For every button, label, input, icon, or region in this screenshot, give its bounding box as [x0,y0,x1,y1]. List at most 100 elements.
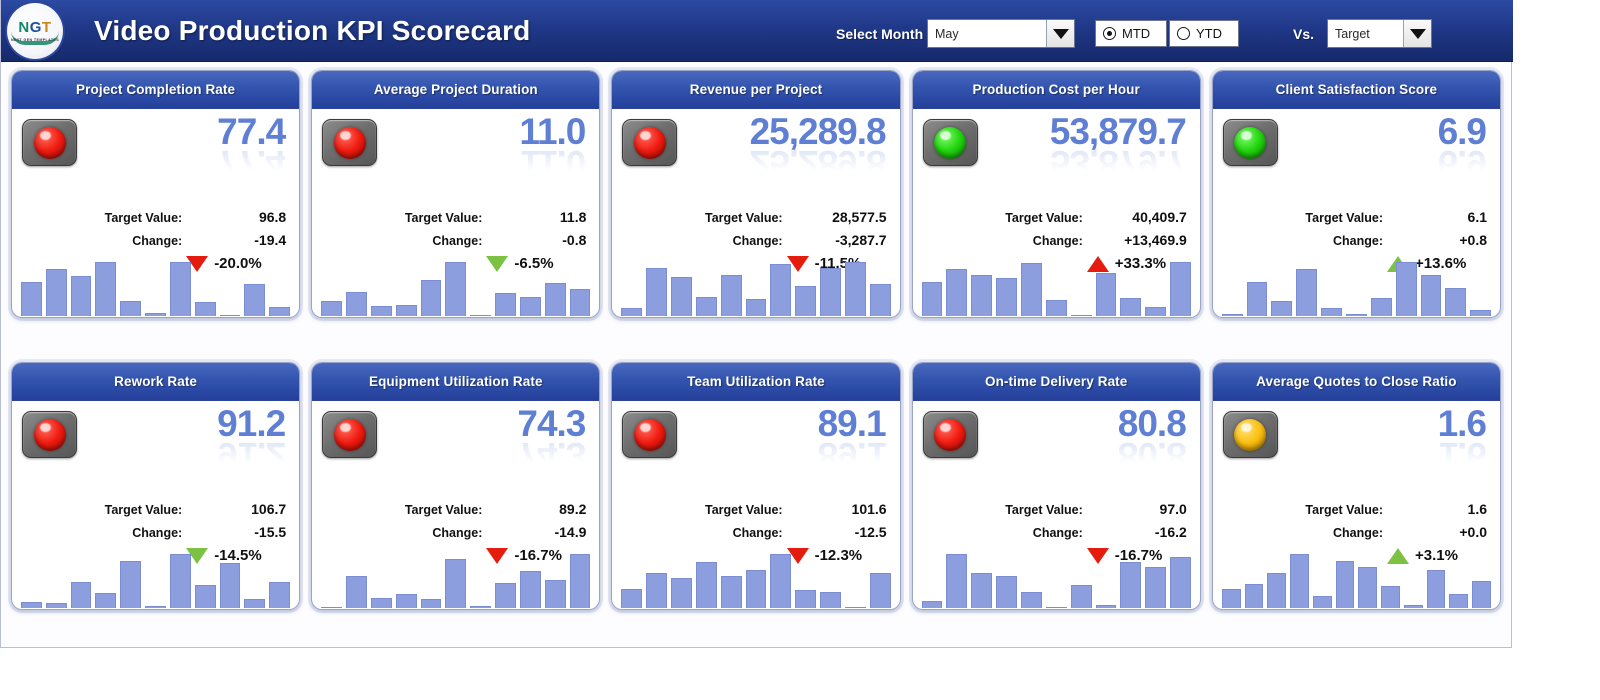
change-label: Change: [1032,234,1083,248]
kpi-card-body: 91.2 91.2 Target Value: 106.7 Change: -15.5 -1… [12,401,299,609]
sparkline-bar [621,589,643,608]
kpi-card[interactable]: Rework Rate 91.2 91.2 Target Value: 106.7 Cha… [11,362,301,610]
sparkline-bar [1267,573,1287,608]
dashboard-frame: NGT NEXT GEN TEMPLATES Video Production … [0,0,1512,648]
kpi-card-title: Client Satisfaction Score [1275,82,1438,97]
period-radio-ytd[interactable]: YTD [1169,20,1239,47]
kpi-card[interactable]: Average Quotes to Close Ratio 1.6 1.6 Targe… [1211,362,1501,610]
status-light-red-icon [922,411,978,458]
sparkline-bar [519,571,541,608]
kpi-metric-rows: Target Value: 6.1 Change: +0.8 +13.6% [1213,209,1487,272]
sparkline-bar [720,275,742,316]
sparkline-bar [244,599,266,608]
sparkline-chart [321,550,591,608]
kpi-card-header: Project Completion Rate [12,71,300,109]
change-label: Change: [732,234,783,248]
change-label: Change: [432,526,483,540]
kpi-card-title: Rework Rate [114,374,198,389]
change-label: Change: [132,526,183,540]
sparkline-bar [1244,584,1264,608]
kpi-primary-value-group: 77.4 77.4 [217,112,286,184]
sparkline-bar [1221,314,1243,316]
sparkline-chart [1221,550,1491,608]
kpi-card[interactable]: Team Utilization Rate 89.1 89.1 Target Valu… [611,362,901,610]
sparkline-bar [795,590,817,608]
status-light-red-icon [322,411,378,458]
kpi-card[interactable]: Equipment Utilization Rate 74.3 74.3 Target… [311,362,601,610]
kpi-primary-value: 80.8 [1117,403,1187,444]
kpi-primary-value: 1.6 [1437,403,1487,444]
chevron-down-icon[interactable] [1403,20,1431,47]
sparkline-bar [21,282,42,316]
status-light-red-icon [622,411,678,458]
sparkline-chart [21,258,291,316]
target-row: Target Value: 28,577.5 [612,209,887,225]
kpi-card-body: 74.3 74.3 Target Value: 89.2 Change: -14.9 -16… [312,401,599,609]
kpi-card[interactable]: Project Completion Rate 77.4 77.4 Target Va… [11,70,301,318]
kpi-card-body: 11.0 11.0 Target Value: 11.8 Change: -0.8 -6.5… [312,109,599,317]
sparkline-bar [420,280,442,316]
sparkline-bar [695,297,717,316]
comparison-dropdown[interactable]: Target [1327,19,1432,48]
kpi-card[interactable]: On-time Delivery Rate 80.8 80.8 Target Valu… [911,362,1201,610]
sparkline-bar [621,308,643,316]
change-row: Change: -19.4 [12,232,286,248]
sparkline-bar [1290,554,1309,608]
percent-change-value: -12.3% [814,547,863,564]
kpi-primary-value-group: 1.6 1.6 [1437,403,1487,476]
sparkline-bar [770,554,792,608]
period-radio-mtd[interactable]: MTD [1095,20,1167,47]
target-value: 11.8 [559,209,587,225]
kpi-card[interactable]: Client Satisfaction Score 6.9 6.9 Target Va… [1211,70,1501,318]
sparkline-bar [1426,570,1446,608]
kpi-card-body: 25,289.8 25,289.8 Target Value: 28,577.5 Cha… [612,109,899,317]
month-dropdown-value: May [935,26,959,41]
sparkline-bar [1271,301,1293,316]
kpi-card[interactable]: Revenue per Project 25,289.8 25,289.8 Targe… [611,70,901,318]
change-value: -16.2 [1154,524,1187,540]
change-row: Change: -15.5 [12,524,286,540]
sparkline-bar [1221,589,1241,608]
status-light-red-icon [22,411,77,458]
sparkline-bar [671,277,692,316]
sparkline-bar [869,573,891,608]
sparkline-bar [869,284,891,316]
sparkline-bar [219,563,241,608]
sparkline-bar [21,602,42,608]
period-radio-ytd-label: YTD [1196,26,1222,41]
sparkline-bar [720,576,742,608]
sparkline-bar [470,315,492,316]
logo-letter-g: G [29,19,42,36]
kpi-card[interactable]: Average Project Duration 11.0 11.0 Target V… [311,70,601,318]
sparkline-bar [194,585,216,608]
change-row: Change: +13,469.9 [913,232,1187,248]
sparkline-bar [321,607,343,608]
sparkline-bar [646,268,668,316]
kpi-metric-rows: Target Value: 89.2 Change: -14.9 -16.7% [312,501,587,564]
kpi-primary-value-group: 91.2 91.2 [217,404,286,476]
sparkline-bar [1358,567,1378,608]
period-radio-mtd-label: MTD [1122,26,1151,41]
page-title: Video Production KPI Scorecard [94,15,531,46]
sparkline-bar [695,562,717,608]
chevron-down-icon[interactable] [1046,20,1074,47]
change-value: +0.0 [1459,524,1487,540]
delta-row: +33.3% [913,255,1187,272]
app-header: NGT NEXT GEN TEMPLATES Video Production … [1,0,1513,62]
kpi-card-title: Equipment Utilization Rate [368,374,543,389]
target-label: Target Value: [1005,503,1083,517]
change-label: Change: [132,234,183,248]
sparkline-bar [1045,607,1067,608]
month-dropdown[interactable]: May [927,19,1075,48]
status-light-red-icon [322,119,378,166]
kpi-card[interactable]: Production Cost per Hour 53,879.7 53,879.7… [911,70,1201,318]
target-row: Target Value: 6.1 [1213,209,1487,225]
sparkline-bar [569,289,591,316]
sparkline-bar [1420,275,1442,316]
delta-row: -12.3% [612,547,886,564]
select-month-label: Select Month [836,26,924,42]
sparkline-chart [1221,258,1492,316]
status-light-green-icon [1222,119,1278,166]
target-row: Target Value: 106.7 [12,501,287,517]
